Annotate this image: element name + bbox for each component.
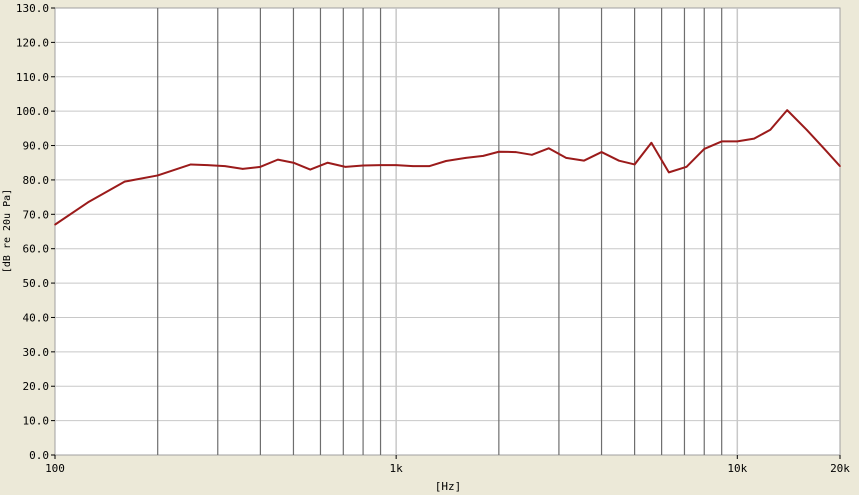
x-tick-label: 10k <box>727 462 747 475</box>
data-point <box>514 151 517 153</box>
data-point <box>412 165 414 167</box>
data-point <box>839 165 841 167</box>
data-point <box>685 166 688 168</box>
data-point <box>769 128 772 131</box>
data-point <box>326 161 329 164</box>
data-point <box>753 137 755 140</box>
data-point <box>87 201 89 204</box>
data-point <box>156 174 159 177</box>
y-axis-label: [dB re 20u Pa] <box>2 189 13 273</box>
y-tick-label: 50.0 <box>23 277 50 290</box>
y-tick-label: 120.0 <box>16 36 49 49</box>
y-tick-label: 40.0 <box>23 311 50 324</box>
y-tick-label: 10.0 <box>23 415 50 428</box>
y-tick-label: 80.0 <box>23 174 50 187</box>
y-tick-label: 110.0 <box>16 71 49 84</box>
data-point <box>806 129 808 131</box>
y-tick-label: 30.0 <box>23 346 50 359</box>
data-point <box>668 171 670 174</box>
y-tick-label: 130.0 <box>16 2 49 15</box>
data-point <box>344 166 347 168</box>
data-point <box>189 163 192 166</box>
data-point <box>703 148 706 150</box>
data-point <box>498 150 500 153</box>
y-tick-label: 60.0 <box>23 243 50 256</box>
data-point <box>395 164 397 166</box>
data-point <box>309 168 312 171</box>
data-point <box>786 109 788 111</box>
data-point <box>379 164 382 166</box>
x-axis-label: [Hz] <box>435 480 462 493</box>
y-tick-label: 20.0 <box>23 380 50 393</box>
data-point <box>259 166 262 168</box>
x-tick-label: 100 <box>45 462 65 475</box>
y-tick-label: 0.0 <box>29 449 49 462</box>
data-point <box>650 141 653 144</box>
data-point <box>633 163 636 166</box>
data-point <box>547 147 550 150</box>
data-point <box>720 140 723 143</box>
data-point <box>583 159 585 162</box>
data-point <box>600 151 603 153</box>
data-point <box>482 155 485 157</box>
data-point <box>428 165 431 167</box>
data-point <box>241 168 244 170</box>
data-point <box>618 159 620 162</box>
data-point <box>445 160 447 162</box>
data-point <box>206 164 209 166</box>
y-tick-label: 70.0 <box>23 208 50 221</box>
data-point <box>123 180 126 183</box>
data-point <box>464 157 467 159</box>
data-point <box>54 223 56 226</box>
data-point <box>736 140 739 143</box>
data-point <box>292 161 295 164</box>
x-tick-label: 20k <box>830 462 850 475</box>
y-tick-label: 100.0 <box>16 105 49 118</box>
data-point <box>277 158 279 161</box>
plot-area <box>54 7 841 456</box>
data-point <box>362 164 364 167</box>
data-point <box>224 165 226 167</box>
data-point <box>823 148 826 150</box>
y-tick-label: 90.0 <box>23 140 50 153</box>
data-point <box>565 157 567 159</box>
x-tick-label: 1k <box>390 462 404 475</box>
data-point <box>531 154 533 156</box>
